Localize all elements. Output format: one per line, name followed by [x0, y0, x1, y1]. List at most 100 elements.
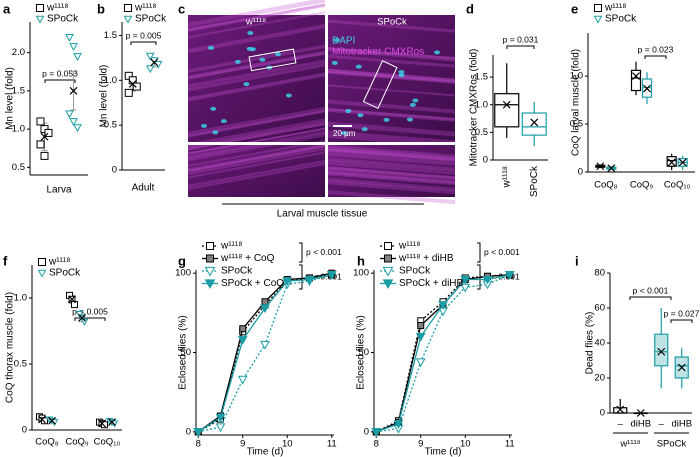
y-tick-label: 0.5: [104, 120, 117, 131]
y-tick-label: 2.0: [12, 47, 25, 58]
y-tick-label: 0: [22, 425, 27, 436]
muscle-fiber: [187, 3, 326, 32]
p-value: p < 0.001: [484, 247, 520, 257]
marker: [145, 65, 155, 74]
muscle-fiber: [187, 50, 326, 80]
y-tick-label: 0: [600, 408, 605, 419]
x-axis-label: Time (d): [425, 447, 462, 457]
marker: [206, 254, 214, 263]
box: [494, 93, 520, 128]
y-tick-label: 50: [180, 347, 191, 358]
muscle-fiber: [187, 162, 326, 191]
x-tick-label: CoQ₉: [65, 437, 89, 448]
legend-label: w¹¹¹⁸: [134, 3, 156, 14]
mean-marker: [150, 58, 159, 67]
marker: [132, 82, 141, 91]
y-axis-label: Dead flies (%): [585, 312, 596, 375]
mean-marker: [643, 84, 651, 93]
mean-marker: [68, 295, 76, 304]
channel-label: DAPI: [332, 36, 355, 47]
y-tick-label: 50: [358, 347, 369, 358]
muscle-fiber: [187, 123, 326, 151]
nucleus: [409, 102, 416, 107]
marker: [482, 275, 493, 285]
x-tick-label: w¹¹¹⁸: [501, 166, 512, 188]
muscle-fiber: [327, 70, 456, 84]
muscle-fiber: [327, 99, 456, 114]
nucleus: [210, 106, 217, 111]
y-axis-label: Mn level (fold): [5, 67, 16, 130]
y-tick-label: 1.0: [104, 75, 117, 86]
y-axis-label: Mitotracker CMXRos (fold): [469, 49, 480, 167]
box: [613, 407, 628, 414]
mean-marker: [657, 347, 666, 356]
legend-label: SPoCk: [221, 266, 253, 277]
muscle-fiber: [187, 110, 326, 138]
y-tick-label: 0: [186, 426, 191, 437]
legend-label: SPoCk: [47, 14, 79, 25]
bracket: [506, 45, 535, 49]
nucleus: [398, 73, 405, 78]
mean-marker: [78, 313, 86, 322]
x-tick-label: CoQ₈: [594, 180, 618, 191]
marker: [382, 279, 394, 290]
micrograph: [188, 15, 325, 142]
x-tick-label: 10: [460, 439, 471, 450]
nucleus: [341, 130, 348, 135]
nucleus: [331, 60, 338, 65]
mean-marker: [38, 415, 46, 424]
legend-label: SPoCk + diHB: [399, 278, 464, 289]
marker: [593, 15, 603, 24]
muscle-fiber: [327, 54, 456, 68]
muscle-fiber: [327, 68, 456, 83]
muscle-fiber: [327, 177, 456, 192]
legend-label: w¹¹¹⁸: [48, 257, 70, 268]
nucleus: [406, 117, 413, 122]
marker: [73, 124, 82, 133]
legend-label: w¹¹¹⁸: [220, 241, 242, 252]
y-tick-label: 0: [578, 167, 583, 178]
roi: [248, 48, 297, 72]
marker: [206, 242, 214, 250]
legend-label: SPoCk: [135, 14, 167, 25]
y-tick-label: 1.5: [104, 30, 117, 41]
x-tick-label: 11: [505, 439, 515, 450]
bracket: [670, 319, 693, 323]
marker: [282, 277, 293, 287]
legend-label: SPoCk + CoQ: [221, 278, 284, 289]
nucleus: [243, 82, 250, 87]
marker: [239, 325, 247, 333]
mean-marker: [677, 363, 686, 372]
p-value: p = 0.023: [638, 44, 674, 54]
legend-label: w¹¹¹⁸: [604, 3, 626, 14]
nucleus: [249, 47, 256, 52]
marker: [260, 340, 270, 350]
image-title: SPoCk: [377, 17, 407, 28]
bracket: [644, 55, 667, 59]
bracket: [44, 79, 76, 83]
legend-label: w¹¹¹⁸: [46, 3, 68, 14]
x-tick-label: –: [659, 419, 665, 430]
y-tick-label: 0.5: [475, 127, 488, 138]
muscle-fiber: [327, 148, 456, 164]
muscle-fiber: [327, 153, 456, 167]
nucleus: [412, 98, 419, 103]
muscle-fiber: [187, 144, 326, 172]
marker: [65, 34, 74, 42]
box: [666, 156, 677, 167]
marker: [460, 275, 471, 285]
y-tick-label: 0.5: [12, 162, 25, 173]
bracket: [299, 242, 303, 263]
nucleus: [345, 109, 352, 114]
p-value: p = 0.005: [72, 306, 108, 316]
mean-marker: [108, 418, 116, 427]
marker: [504, 271, 515, 280]
p-value: p = 0.053: [42, 68, 78, 78]
panel-label: g: [178, 253, 186, 268]
x-tick-label: SPoCk: [529, 165, 540, 197]
muscle-fiber: [327, 157, 456, 171]
muscle-fiber: [327, 148, 456, 161]
mean-marker: [40, 132, 49, 141]
bracket: [629, 296, 672, 300]
muscle-fiber: [187, 151, 326, 179]
